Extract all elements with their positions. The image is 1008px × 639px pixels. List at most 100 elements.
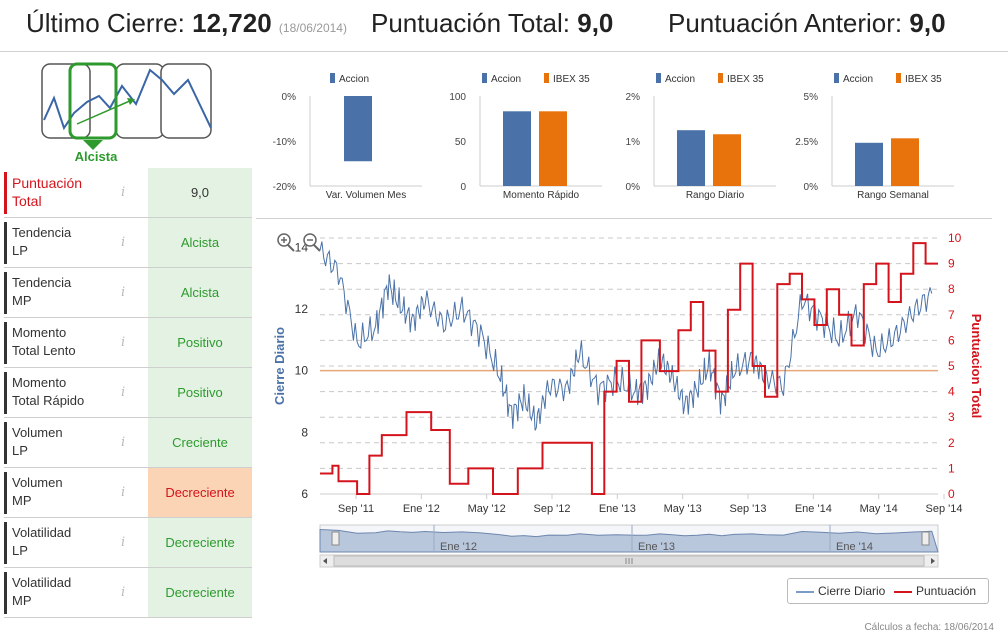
- row-value: Alcista: [148, 218, 252, 267]
- row-label: Volumen MP: [12, 475, 63, 508]
- y-tick-label: 2.5%: [795, 137, 818, 148]
- row-marker: [4, 172, 7, 214]
- row-value: Positivo: [148, 368, 252, 417]
- bar-ibex-35: [891, 138, 919, 186]
- navigator-label: Ene '13: [638, 541, 675, 553]
- legend-swatch: [896, 73, 901, 83]
- info-icon[interactable]: i: [121, 435, 126, 450]
- navigator-scrollbar[interactable]: [319, 554, 939, 568]
- last-close-value: 12,720: [192, 8, 272, 38]
- total-score: Puntuación Total: 9,0: [371, 8, 613, 39]
- prev-score-label: Puntuación Anterior:: [668, 8, 903, 38]
- mini-chart-title: Momento Rápido: [503, 190, 580, 201]
- divider: [256, 218, 992, 219]
- row-marker: [4, 222, 7, 264]
- y-right-tick-label: 2: [948, 436, 955, 450]
- series-score-line: [320, 242, 938, 495]
- x-tick-label: Ene '14: [795, 503, 832, 515]
- y-tick-label: 5%: [804, 92, 819, 103]
- legend-label: IBEX 35: [727, 74, 764, 85]
- info-icon[interactable]: i: [121, 285, 126, 300]
- legend-label: IBEX 35: [553, 74, 590, 85]
- legend-label: Accion: [491, 74, 521, 85]
- y-tick-label: 0%: [804, 182, 819, 193]
- row-total-score: Puntuación Total i 9,0: [4, 168, 252, 218]
- legend-swatch: [796, 590, 814, 593]
- legend-item-close[interactable]: Cierre Diario: [796, 584, 885, 598]
- y-left-tick-label: 6: [301, 487, 308, 501]
- y-right-tick-label: 6: [948, 333, 955, 347]
- y-right-tick-label: 10: [948, 231, 962, 245]
- row-label: Volumen LP: [12, 425, 63, 458]
- row-momentum-fast: Momento Total Rápido i Positivo: [4, 368, 252, 418]
- row-label: Momento Total Rápido: [12, 375, 85, 408]
- trend-graphic: Alcista: [4, 58, 252, 168]
- navigator-handle-body: [921, 531, 930, 546]
- y-tick-label: 50: [455, 137, 467, 148]
- legend-label: Accion: [665, 74, 695, 85]
- mini-chart-daily-range: Accion IBEX 35 2% 1% 0% Rango Diario: [612, 62, 782, 212]
- row-label: Volatilidad LP: [12, 525, 72, 558]
- row-marker: [4, 272, 7, 314]
- navigator-handle-body: [331, 531, 340, 546]
- chart-legend: Cierre Diario Puntuación: [787, 578, 989, 604]
- prev-score-value: 9,0: [909, 8, 946, 38]
- row-value: Decreciente: [148, 468, 252, 517]
- row-marker: [4, 572, 7, 614]
- info-icon[interactable]: i: [121, 185, 126, 200]
- row-volatility-lp: Volatilidad LP i Decreciente: [4, 518, 252, 568]
- y-tick-label: 0%: [282, 92, 297, 103]
- bar-ibex-35: [713, 134, 741, 186]
- mini-chart-title: Rango Diario: [686, 190, 745, 201]
- row-volatility-mp: Volatilidad MP i Decreciente: [4, 568, 252, 618]
- y-tick-label: 100: [449, 92, 466, 103]
- zoom-out-icon[interactable]: [303, 233, 321, 252]
- info-icon[interactable]: i: [121, 485, 126, 500]
- x-tick-label: May '14: [860, 503, 898, 515]
- info-icon[interactable]: i: [121, 235, 126, 250]
- total-score-label: Puntuación Total:: [371, 8, 570, 38]
- y-right-tick-label: 0: [948, 487, 955, 501]
- navigator-area: [319, 528, 939, 553]
- zoom-in-icon[interactable]: [277, 233, 295, 252]
- mini-chart-momentum-svg: Accion IBEX 35 100 50 0 Momento Rápido: [449, 73, 602, 201]
- x-tick-label: May '12: [468, 503, 506, 515]
- total-score-value: 9,0: [577, 8, 614, 38]
- info-icon[interactable]: i: [121, 335, 126, 350]
- row-value: Decreciente: [148, 518, 252, 567]
- x-tick-label: Sep '13: [730, 503, 767, 515]
- navigator-handle[interactable]: [921, 531, 930, 546]
- y-right-tick-label: 9: [948, 257, 955, 271]
- legend-item-score[interactable]: Puntuación: [894, 584, 976, 598]
- last-close-date: (18/06/2014): [278, 21, 347, 35]
- navigator-handle[interactable]: [331, 531, 340, 546]
- trend-label: Alcista: [74, 149, 118, 164]
- legend-swatch: [656, 73, 661, 83]
- bar-ibex-35: [539, 111, 567, 186]
- row-value: 9,0: [148, 168, 252, 217]
- row-marker: [4, 322, 7, 364]
- prev-score: Puntuación Anterior: 9,0: [668, 8, 946, 39]
- row-volume-mp: Volumen MP i Decreciente: [4, 468, 252, 518]
- legend-label: IBEX 35: [905, 74, 942, 85]
- info-icon[interactable]: i: [121, 585, 126, 600]
- y-tick-label: 1%: [626, 137, 641, 148]
- header: Último Cierre: 12,720 (18/06/2014) Puntu…: [0, 0, 1008, 52]
- legend-swatch: [482, 73, 487, 83]
- legend-swatch: [330, 73, 335, 83]
- mini-chart-title: Var. Volumen Mes: [326, 190, 406, 201]
- y-right-tick-label: 8: [948, 282, 955, 296]
- row-value: Alcista: [148, 268, 252, 317]
- x-tick-label: Sep '11: [338, 503, 374, 515]
- zoom-out-handle: [313, 244, 321, 252]
- trend-icon: [41, 62, 212, 150]
- mini-chart-title: Rango Semanal: [857, 190, 929, 201]
- legend-label: Accion: [339, 74, 369, 85]
- row-trend-lp: Tendencia LP i Alcista: [4, 218, 252, 268]
- info-icon[interactable]: i: [121, 535, 126, 550]
- y-right-axis-title: Puntuacion Total: [969, 314, 984, 418]
- y-left-tick-label: 12: [295, 302, 309, 316]
- y-tick-label: -10%: [273, 137, 296, 148]
- info-icon[interactable]: i: [121, 385, 126, 400]
